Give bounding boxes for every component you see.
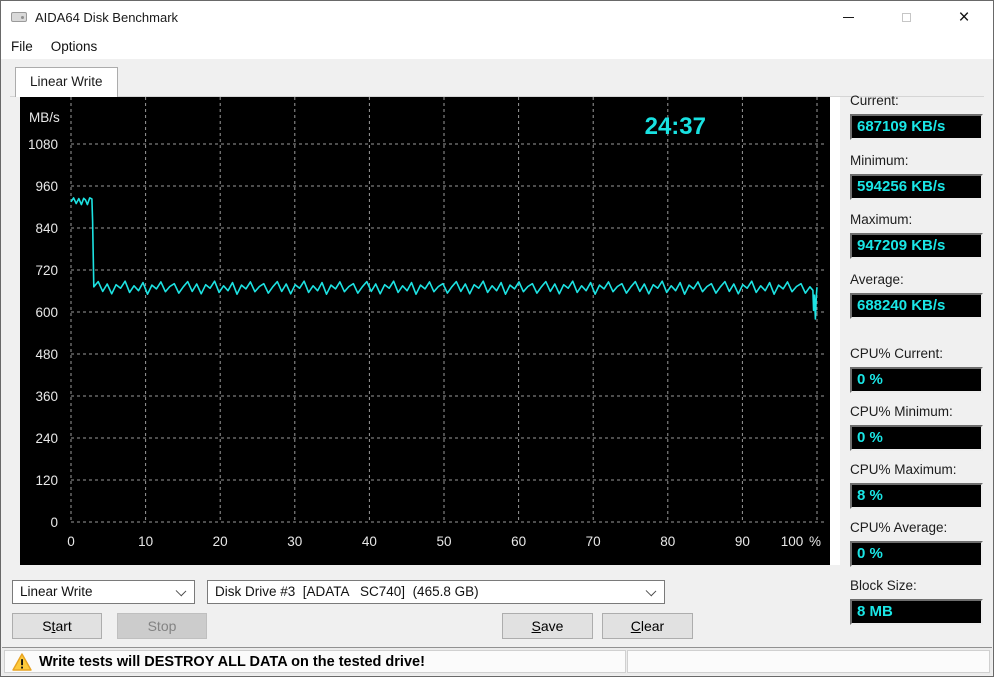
benchmark-chart: 0 10 20 30 40 50 60 70 80 90 100 % 0 120 240 360 480 600 7… (20, 97, 830, 565)
start-label: S (42, 618, 52, 634)
minimize-icon (842, 16, 854, 18)
start-button[interactable]: Start (12, 613, 102, 639)
statusbar: Write tests will DESTROY ALL DATA on the… (2, 647, 992, 675)
stat-cpu-current-label: CPU% Current: (850, 346, 944, 361)
stat-minimum: Minimum: 594256 KB/s (850, 153, 983, 200)
test-type-select[interactable]: Linear Write (12, 580, 195, 604)
svg-text:480: 480 (35, 347, 58, 362)
svg-text:960: 960 (35, 179, 58, 194)
stat-cpu-average: CPU% Average: 0 % (850, 520, 983, 567)
svg-text:20: 20 (213, 534, 228, 549)
svg-text:120: 120 (35, 473, 58, 488)
svg-text:70: 70 (586, 534, 601, 549)
svg-text:0: 0 (50, 515, 58, 530)
warning-text: Write tests will DESTROY ALL DATA on the… (39, 653, 425, 670)
chevron-down-icon (175, 585, 187, 597)
stat-maximum-value: 947209 KB/s (850, 233, 983, 259)
start-label-mnemonic: t (51, 618, 56, 634)
stat-cpu-minimum-value: 0 % (850, 425, 983, 451)
save-label-mnemonic: S (531, 618, 541, 634)
caption-buttons: × (819, 1, 993, 33)
stat-cpu-current-value: 0 % (850, 367, 983, 393)
svg-text:720: 720 (35, 263, 58, 278)
stat-block-size-label: Block Size: (850, 578, 917, 593)
statusbar-pane-warning: Write tests will DESTROY ALL DATA on the… (4, 650, 626, 673)
window-title: AIDA64 Disk Benchmark (35, 9, 179, 25)
stat-cpu-average-value: 0 % (850, 541, 983, 567)
statusbar-pane-secondary (627, 650, 990, 673)
stop-label: Stop (147, 618, 177, 634)
stat-cpu-current: CPU% Current: 0 % (850, 346, 983, 393)
save-label-rest: ave (540, 618, 564, 634)
close-icon: × (958, 6, 970, 28)
svg-text:0: 0 (67, 534, 75, 549)
svg-text:10: 10 (138, 534, 153, 549)
stat-cpu-minimum-label: CPU% Minimum: (850, 404, 953, 419)
clear-button[interactable]: Clear (602, 613, 693, 639)
disk-drive-select[interactable]: Disk Drive #3 [ADATA SC740] (465.8 GB) (207, 580, 665, 604)
minimize-button[interactable] (819, 1, 877, 33)
svg-text:30: 30 (287, 534, 302, 549)
svg-text:100: 100 (781, 534, 804, 549)
stat-current: Current: 687109 KB/s (850, 93, 983, 140)
warning-icon (12, 652, 32, 671)
stat-minimum-value: 594256 KB/s (850, 174, 983, 200)
stat-average-value: 688240 KB/s (850, 293, 983, 319)
stat-current-label: Current: (850, 93, 899, 108)
svg-text:240: 240 (35, 431, 58, 446)
start-label-rest: art (55, 618, 72, 634)
stat-cpu-maximum: CPU% Maximum: 8 % (850, 462, 983, 509)
client-area: Linear Write 0 10 20 30 40 50 60 70 80 90 100% 0 120… (2, 59, 992, 675)
disk-drive-icon (11, 12, 27, 22)
titlebar: AIDA64 Disk Benchmark × (1, 1, 993, 33)
maximize-icon (901, 12, 911, 22)
stat-block-size: Block Size: 8 MB (850, 578, 983, 625)
stop-button: Stop (117, 613, 207, 639)
stat-average: Average: 688240 KB/s (850, 272, 983, 319)
svg-text:600: 600 (35, 305, 58, 320)
stat-maximum-label: Maximum: (850, 212, 913, 227)
svg-text:840: 840 (35, 221, 58, 236)
stat-block-size-value: 8 MB (850, 599, 983, 625)
tabstrip-divider (10, 96, 984, 97)
close-button[interactable]: × (935, 1, 993, 33)
svg-text:360: 360 (35, 389, 58, 404)
stat-average-label: Average: (850, 272, 904, 287)
stat-cpu-average-label: CPU% Average: (850, 520, 948, 535)
chevron-down-icon (645, 585, 657, 597)
menubar: File Options (1, 33, 993, 59)
svg-text:60: 60 (511, 534, 526, 549)
test-type-value: Linear Write (20, 584, 93, 599)
svg-text:40: 40 (362, 534, 377, 549)
benchmark-chart-container: 0 10 20 30 40 50 60 70 80 90 100% 0 120 240 360 480 600 7… (20, 97, 840, 565)
menu-file[interactable]: File (11, 38, 33, 54)
clear-label-mnemonic: C (630, 618, 641, 634)
stat-maximum: Maximum: 947209 KB/s (850, 212, 983, 259)
svg-text:MB/s: MB/s (29, 110, 60, 125)
menu-options[interactable]: Options (50, 38, 98, 54)
svg-text:90: 90 (735, 534, 750, 549)
tab-linear-write[interactable]: Linear Write (15, 67, 118, 97)
stat-cpu-maximum-label: CPU% Maximum: (850, 462, 957, 477)
svg-text:24:37: 24:37 (645, 113, 706, 140)
svg-text:%: % (809, 534, 821, 549)
disk-drive-value: Disk Drive #3 [ADATA SC740] (465.8 GB) (215, 584, 479, 599)
svg-text:1080: 1080 (28, 137, 58, 152)
stat-cpu-minimum: CPU% Minimum: 0 % (850, 404, 983, 451)
stat-cpu-maximum-value: 8 % (850, 483, 983, 509)
stat-current-value: 687109 KB/s (850, 114, 983, 140)
svg-text:50: 50 (436, 534, 451, 549)
save-button[interactable]: Save (502, 613, 593, 639)
maximize-button[interactable] (877, 1, 935, 33)
svg-text:80: 80 (660, 534, 675, 549)
stat-minimum-label: Minimum: (850, 153, 909, 168)
clear-label-rest: lear (640, 618, 665, 634)
